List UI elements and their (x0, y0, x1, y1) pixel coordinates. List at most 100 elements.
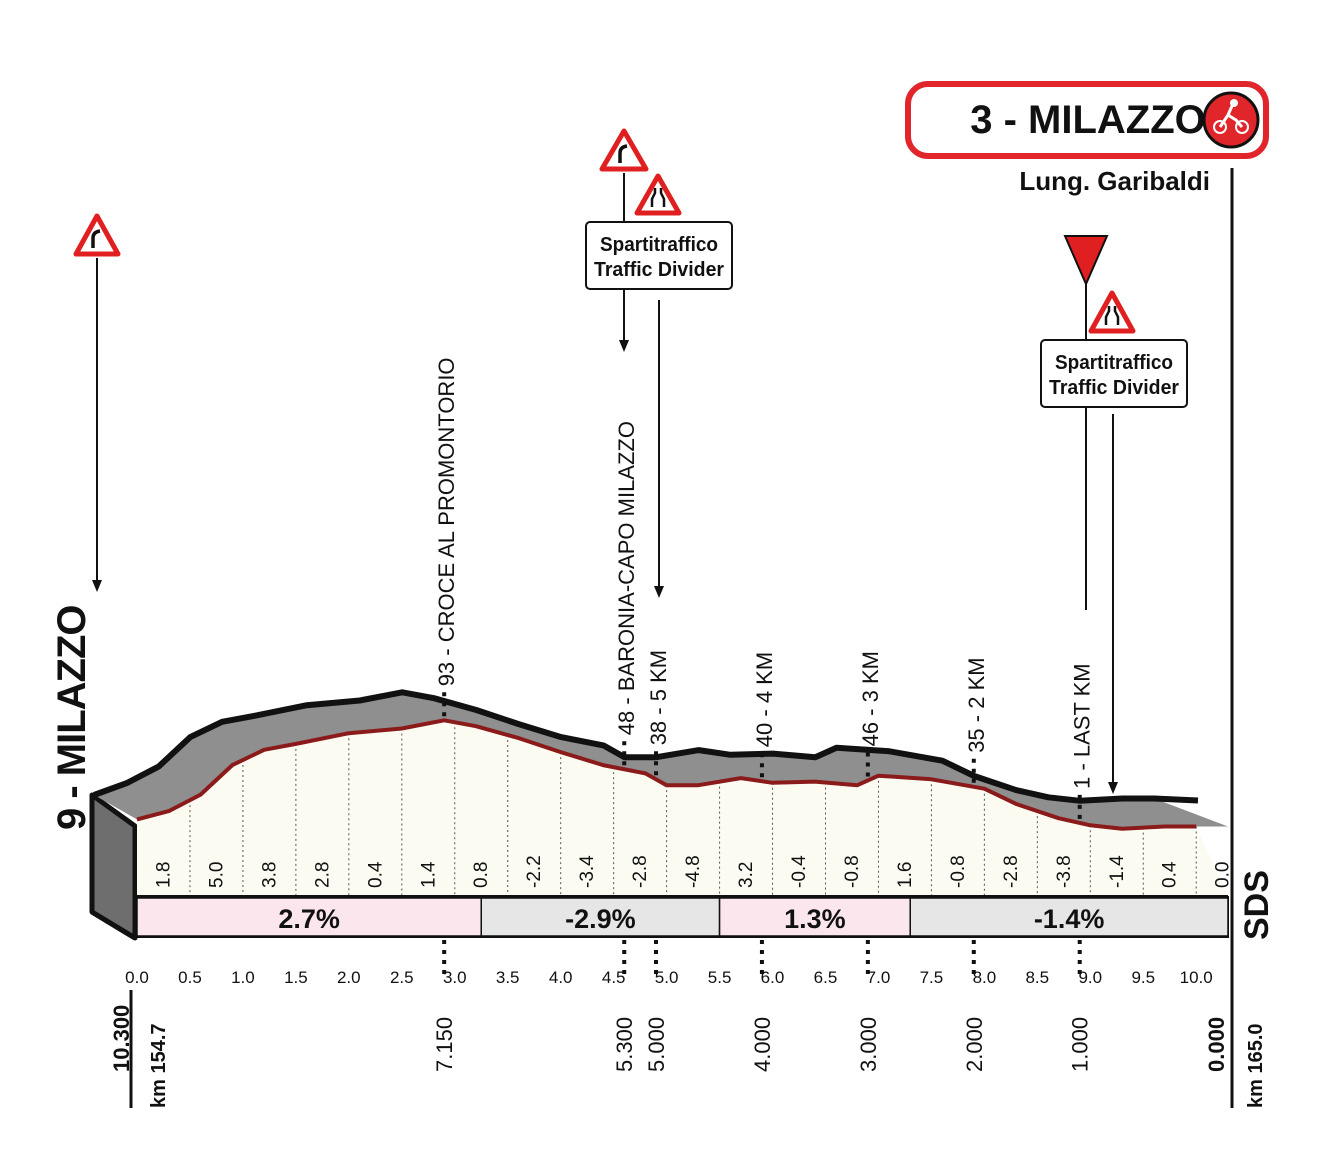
traffic-divider-label-en: Traffic Divider (594, 259, 724, 281)
segment-gradient-value: -2.8 (1001, 855, 1022, 888)
segment-gradient-value: 0.0 (1213, 862, 1234, 888)
road-narrows-icon (634, 173, 682, 216)
section-gradient-label: 1.3% (784, 904, 846, 934)
segment-gradient-value: -0.4 (789, 855, 810, 888)
km-to-go-label: 5.300 (612, 1017, 637, 1072)
km-labels: 10.300 km 154.7 0.000 km 165.0 7.150 5.300 5.0… (109, 1005, 1267, 1108)
segment-gradient-labels: 1.8 5.0 3.8 2.8 0.4 1.4 0.8 -2.2 -3.4 -2.8 -4.8 3.2… (154, 855, 1234, 888)
climb-point-label: 93 - CROCE AL PROMONTORIO (434, 357, 459, 686)
road-elevation-line (136, 718, 1197, 831)
segment-gradient-value: 2.8 (312, 862, 333, 888)
section-gradient-label: -1.4% (1034, 904, 1105, 934)
km-to-go-label: 5.000 (644, 1017, 669, 1072)
segment-gradient-value: -4.8 (683, 855, 704, 888)
section-gradient-cell (909, 897, 1229, 937)
km-start-label: km 154.7 (148, 1023, 170, 1108)
axis-tick-label: 7.5 (920, 968, 944, 987)
traffic-divider-sign: Spartitraffico Traffic Divider (585, 221, 733, 598)
distance-axis: 0.0 0.5 1.0 1.5 2.0 2.5 3.0 3.5 4.0 4.5 5.0 5.5 6.0 6… (125, 968, 1213, 1108)
segment-gradient-value: 1.6 (895, 862, 916, 888)
segment-gradient-value: 3.8 (259, 862, 280, 888)
traffic-divider-label: Spartitraffico (600, 234, 718, 256)
profile-interior-fill (137, 720, 1228, 896)
axis-tick-label: 5.5 (708, 968, 732, 987)
axis-tick-label: 4.0 (549, 968, 573, 987)
section-gradient-bar: 2.7% -2.9% 1.3% -1.4% (90, 896, 1229, 941)
axis-tick-label: 3.5 (496, 968, 520, 987)
segment-gradient-value: -2.8 (630, 855, 651, 888)
axis-tick-label: 7.0 (867, 968, 891, 987)
axis-tick-label: 6.0 (761, 968, 785, 987)
axis-tick-label: 5.0 (655, 968, 679, 987)
segment-gradient-value: 3.2 (736, 862, 757, 888)
axis-tick-label: 4.5 (602, 968, 626, 987)
axis-tick-label: 1.5 (284, 968, 308, 987)
axis-tick-label: 8.5 (1025, 968, 1049, 987)
section-gradient-label: -2.9% (565, 904, 636, 934)
curve-left-icon (73, 213, 121, 592)
km-to-go-label: 10.300 (109, 1005, 134, 1072)
climb-markers: 93 - CROCE AL PROMONTORIO 48 - BARONIA-CA… (434, 357, 1095, 978)
climb-point-label: 38 - 5 KM (646, 650, 671, 745)
segment-gradient-value: 0.4 (1160, 861, 1181, 888)
curve-right-icon (599, 128, 649, 222)
road-warning-signs: Spartitraffico Traffic Divider Spartitra… (73, 128, 1188, 794)
start-label: 9 - MILAZZO (50, 605, 94, 830)
axis-tick-label: 2.5 (390, 968, 414, 987)
finish-sign: 3 - MILAZZO Lung. Garibaldi (905, 81, 1269, 196)
finish-street-label: Lung. Garibaldi (1019, 166, 1210, 196)
axis-tick-label: 9.5 (1131, 968, 1155, 987)
section-gradient-label: 2.7% (278, 904, 340, 934)
km-to-go-label: 0.000 (1204, 1017, 1229, 1072)
segment-gradient-value: -0.8 (842, 855, 863, 888)
axis-tick-label: 6.5 (814, 968, 838, 987)
axis-tick-label: 8.0 (973, 968, 997, 987)
finish-town-label: 3 - MILAZZO (970, 98, 1206, 142)
axis-tick-label: 0.5 (178, 968, 202, 987)
climb-point-label: 48 - BARONIA-CAPO MILAZZO (614, 421, 639, 735)
km-to-go-label: 7.150 (432, 1017, 457, 1072)
traffic-divider-label: Spartitraffico (1055, 352, 1173, 374)
axis-tick-label: 9.0 (1078, 968, 1102, 987)
km-to-go-label: 2.000 (962, 1017, 987, 1072)
segment-gradient-value: 0.8 (471, 862, 492, 888)
segment-gradient-value: -2.2 (524, 855, 545, 888)
axis-tick-label: 1.0 (231, 968, 255, 987)
segment-gradient-value: 1.4 (418, 861, 439, 888)
section-gradient-cell (480, 897, 721, 937)
road-narrows-icon (1088, 290, 1136, 334)
km-finish-label: km 165.0 (1245, 1023, 1267, 1108)
base-edge (90, 909, 137, 941)
section-gradient-cell (718, 897, 911, 937)
climb-point-label: 46 - 3 KM (858, 651, 883, 746)
km-to-go-label: 1.000 (1068, 1017, 1093, 1072)
segment-gradient-value: -1.4 (1107, 855, 1128, 888)
profile-ridge-fill (94, 692, 1228, 829)
axis-tick-label: 0.0 (125, 968, 149, 987)
axis-tick-label: 10.0 (1180, 968, 1213, 987)
flamme-rouge-icon (1063, 235, 1109, 340)
segment-gradient-value: -3.4 (577, 855, 598, 888)
cyclist-icon (1202, 91, 1260, 149)
segment-gradient-value: 5.0 (206, 862, 227, 888)
segment-gradient-value: 1.8 (154, 862, 175, 888)
sponsor-logo-text: SDS (1238, 870, 1276, 940)
profile-ridge-outline (92, 689, 1199, 804)
km-to-go-label: 4.000 (750, 1017, 775, 1072)
climb-point-label: 35 - 2 KM (964, 657, 989, 752)
axis-tick-label: 2.0 (337, 968, 361, 987)
traffic-divider-label-en: Traffic Divider (1049, 377, 1179, 399)
segment-gradient-value: -3.8 (1054, 855, 1075, 888)
climb-point-label: 40 - 4 KM (752, 652, 777, 747)
start-town-label: 9 - MILAZZO (50, 605, 94, 830)
segment-gradient-value: 0.4 (365, 861, 386, 888)
profile-ridge (92, 689, 1228, 829)
axis-tick-label: 3.0 (443, 968, 467, 987)
sponsor-logo: SDS (1238, 870, 1276, 940)
segment-gradient-value: -0.8 (948, 855, 969, 888)
km-to-go-label: 3.000 (856, 1017, 881, 1072)
traffic-divider-sign: Spartitraffico Traffic Divider (1040, 339, 1188, 794)
climb-point-label: 1 - LAST KM (1070, 663, 1095, 789)
section-gradient-cell (136, 897, 482, 937)
